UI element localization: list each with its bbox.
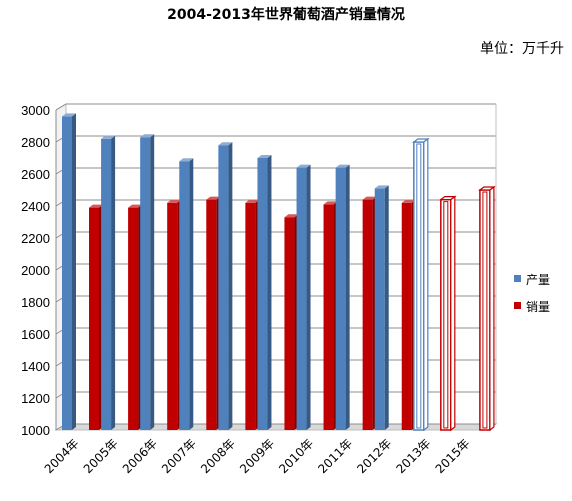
y-tick-label: 1000 [21, 423, 50, 438]
bar-layer [62, 113, 496, 432]
bar-sales-2008年 [245, 199, 260, 430]
grid-layer [54, 103, 498, 431]
bar-sales-2006年 [167, 199, 182, 430]
y-tick-label: 1800 [21, 295, 50, 310]
bar-production-2006年 [140, 134, 155, 430]
label-layer: 2004年 2005年 2006年 2007年 2008年 2009年 2010年 2011年… [42, 436, 473, 476]
legend-item-production: 产量 [514, 273, 550, 287]
y-tick-label: 1600 [21, 327, 50, 342]
legend-swatch [514, 275, 521, 282]
gridline-depth [55, 103, 67, 111]
bar-production-2005年 [101, 135, 116, 431]
bar-production-2004年 [62, 113, 76, 431]
y-tick-label: 1400 [21, 359, 50, 374]
bar-production-2011年 [335, 164, 350, 430]
x-tick-label: 2009年 [237, 436, 277, 476]
bar-sales-2009年 [284, 214, 299, 430]
y-tick-label: 2200 [21, 231, 50, 246]
x-tick-label: 2005年 [81, 436, 121, 476]
x-tick-label: 2004年 [42, 436, 82, 476]
x-tick-label: 2011年 [315, 436, 355, 476]
floor [54, 423, 498, 431]
bar-sales-2005年 [128, 204, 143, 430]
y-tick-label: 2800 [21, 135, 50, 150]
bar-production-2007年 [179, 158, 194, 430]
bar-sales-2015年 [478, 185, 496, 432]
bar-production-2012年 [374, 185, 389, 430]
bar-sales-2011年 [362, 196, 377, 430]
legend-label: 产量 [526, 273, 550, 287]
x-tick-label: 2006年 [120, 436, 160, 476]
bar-production-2013年 [412, 137, 430, 432]
y-tick-label: 2400 [21, 199, 50, 214]
bar-production-2010年 [296, 164, 311, 430]
legend-swatch [514, 302, 521, 309]
x-tick-label: 2013年 [394, 436, 434, 476]
legend-label: 销量 [526, 300, 550, 314]
bar-sales-2013年 [439, 195, 457, 432]
y-tick-label: 1200 [21, 391, 50, 406]
x-tick-label: 2008年 [198, 436, 238, 476]
x-tick-label: 2007年 [159, 436, 199, 476]
chart-title: 2004-2013年世界葡萄酒产销量情况 [167, 7, 405, 23]
y-tick-label: 2600 [21, 167, 50, 182]
legend-item-sales: 销量 [514, 300, 550, 314]
bar-sales-2007年 [206, 196, 221, 430]
x-tick-label: 2015年 [433, 436, 473, 476]
bar-production-2008年 [218, 142, 233, 430]
bar-production-2009年 [257, 155, 272, 430]
y-tick-label: 3000 [21, 103, 50, 118]
axis-layer: 1000 1200 1400 1600 1800 2000 2200 2400 2600 2800… [21, 103, 497, 438]
x-tick-label: 2010年 [276, 436, 316, 476]
unit-label: 单位：万千升 [480, 41, 564, 57]
bar-sales-2010年 [323, 201, 338, 430]
bar-sales-2004年 [89, 204, 103, 430]
y-tick-label: 2000 [21, 263, 50, 278]
x-tick-label: 2012年 [354, 436, 394, 476]
